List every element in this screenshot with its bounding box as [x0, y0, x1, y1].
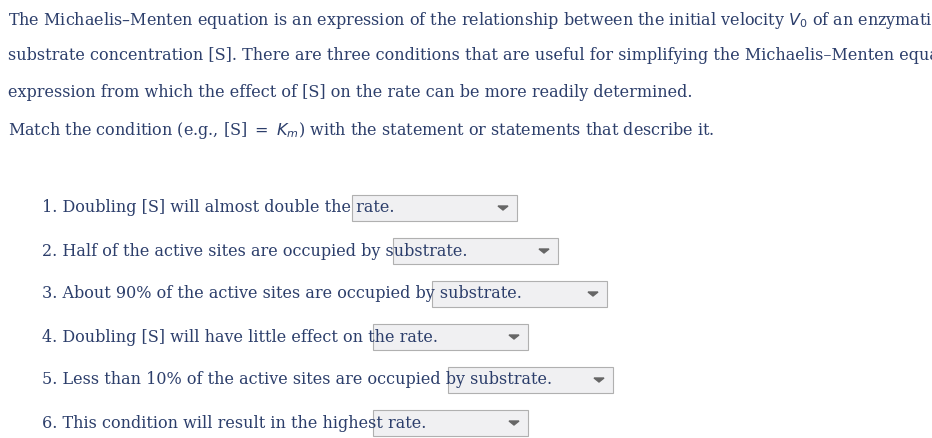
- FancyBboxPatch shape: [352, 195, 517, 221]
- FancyBboxPatch shape: [448, 367, 613, 393]
- Polygon shape: [509, 421, 519, 425]
- Polygon shape: [594, 378, 604, 382]
- Text: The Michaelis–Menten equation is an expression of the relationship between the i: The Michaelis–Menten equation is an expr…: [8, 10, 932, 31]
- FancyBboxPatch shape: [393, 238, 558, 264]
- Text: Match the condition (e.g., [S] $=$ $K_m$) with the statement or statements that : Match the condition (e.g., [S] $=$ $K_m$…: [8, 120, 715, 141]
- Text: 5. Less than 10% of the active sites are occupied by substrate.: 5. Less than 10% of the active sites are…: [42, 371, 552, 389]
- Text: expression from which the effect of [S] on the rate can be more readily determin: expression from which the effect of [S] …: [8, 84, 692, 101]
- FancyBboxPatch shape: [373, 410, 528, 436]
- Text: substrate concentration [S]. There are three conditions that are useful for simp: substrate concentration [S]. There are t…: [8, 47, 932, 64]
- Polygon shape: [588, 292, 598, 296]
- Text: 4. Doubling [S] will have little effect on the rate.: 4. Doubling [S] will have little effect …: [42, 328, 438, 346]
- Text: 2. Half of the active sites are occupied by substrate.: 2. Half of the active sites are occupied…: [42, 243, 468, 259]
- Text: 6. This condition will result in the highest rate.: 6. This condition will result in the hig…: [42, 414, 426, 431]
- FancyBboxPatch shape: [432, 281, 607, 307]
- Text: 3. About 90% of the active sites are occupied by substrate.: 3. About 90% of the active sites are occ…: [42, 286, 522, 303]
- Polygon shape: [509, 335, 519, 339]
- FancyBboxPatch shape: [373, 324, 528, 350]
- Text: 1. Doubling [S] will almost double the rate.: 1. Doubling [S] will almost double the r…: [42, 199, 394, 216]
- Polygon shape: [539, 249, 549, 253]
- Polygon shape: [498, 206, 508, 210]
